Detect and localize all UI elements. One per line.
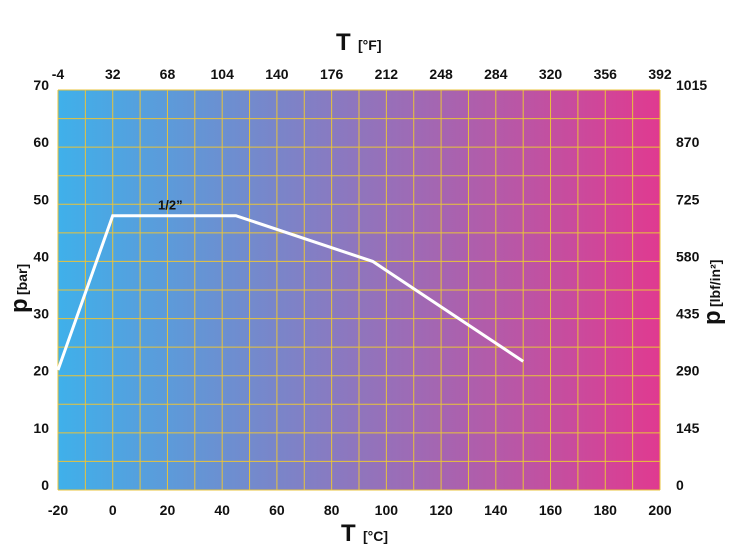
- x-bottom-tick-label: 0: [109, 502, 117, 518]
- y-left-tick-label: 50: [33, 191, 49, 207]
- x-top-tick-label: 32: [105, 66, 121, 82]
- x-top-tick-label: 140: [265, 66, 289, 82]
- x-bottom-tick-label: 60: [269, 502, 285, 518]
- y-left-tick-label: 70: [33, 77, 49, 93]
- bottom-axis-unit: [°C]: [363, 528, 388, 544]
- y-left-tick-label: 10: [33, 420, 49, 436]
- y-right-tick-label: 725: [676, 191, 700, 207]
- bottom-axis-symbol: T: [341, 520, 356, 547]
- series-line: [56, 214, 525, 371]
- grid: [57, 89, 661, 491]
- tick-labels: -20 0 20 40 60 80 100 120 140 160 180 200-4 32 68 104 1…: [33, 66, 707, 518]
- x-top-tick-label: 176: [320, 66, 344, 82]
- y-right-tick-label: 580: [676, 248, 700, 264]
- x-top-tick-label: 212: [375, 66, 399, 82]
- y-right-tick-label: 870: [676, 134, 700, 150]
- y-left-tick-label: 30: [33, 306, 49, 322]
- y-left-tick-label: 20: [33, 363, 49, 379]
- x-bottom-tick-label: 20: [160, 502, 176, 518]
- x-top-tick-label: 68: [160, 66, 176, 82]
- y-left-tick-label: 60: [33, 134, 49, 150]
- x-top-tick-label: 248: [429, 66, 453, 82]
- y-right-tick-label: 145: [676, 420, 700, 436]
- x-top-tick-label: 356: [594, 66, 618, 82]
- left-axis-unit: [bar]: [14, 264, 30, 295]
- y-right-tick-label: 1015: [676, 77, 707, 93]
- x-top-tick-label: 284: [484, 66, 508, 82]
- series-label: 1/2”: [158, 198, 183, 213]
- x-bottom-tick-label: 160: [539, 502, 563, 518]
- x-top-tick-label: 320: [539, 66, 563, 82]
- x-bottom-tick-label: 40: [214, 502, 230, 518]
- y-right-tick-label: 435: [676, 306, 700, 322]
- x-bottom-tick-label: 200: [648, 502, 672, 518]
- right-axis-symbol: p: [699, 310, 726, 325]
- x-bottom-tick-label: 140: [484, 502, 508, 518]
- x-bottom-tick-label: 100: [375, 502, 399, 518]
- right-axis-unit: [lbf/in²]: [707, 260, 723, 307]
- y-left-tick-label: 40: [33, 248, 49, 264]
- y-right-tick-label: 290: [676, 363, 700, 379]
- top-axis-symbol: T: [336, 29, 351, 56]
- x-top-tick-label: 104: [211, 66, 235, 82]
- left-axis-symbol: p: [6, 298, 33, 313]
- series-layer: 1/2”: [56, 198, 525, 371]
- x-top-tick-label: -4: [52, 66, 65, 82]
- x-bottom-tick-label: 120: [429, 502, 453, 518]
- y-left-tick-label: 0: [41, 477, 49, 493]
- y-right-tick-label: 0: [676, 477, 684, 493]
- x-top-tick-label: 392: [648, 66, 672, 82]
- x-bottom-tick-label: 180: [594, 502, 618, 518]
- x-bottom-tick-label: 80: [324, 502, 340, 518]
- top-axis-unit: [°F]: [358, 37, 381, 53]
- x-bottom-tick-label: -20: [48, 502, 68, 518]
